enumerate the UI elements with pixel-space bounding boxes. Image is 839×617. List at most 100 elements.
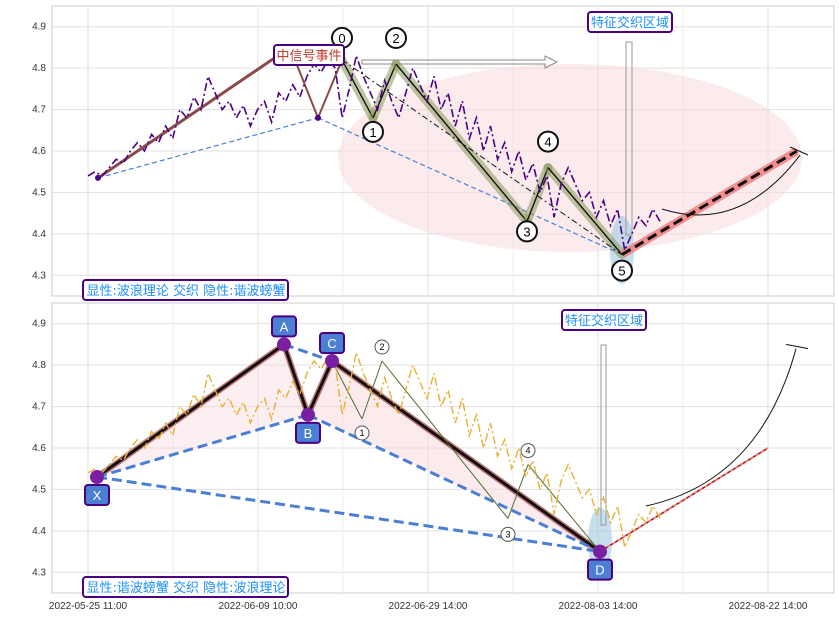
projection-line [599, 447, 769, 552]
harmonic-dash [283, 343, 333, 363]
wave-marker-label: 3 [505, 529, 510, 539]
bottom-harmonic-markers: 1 2 3 4 X A B C D [84, 315, 613, 581]
harmonic-dash [96, 413, 309, 479]
wave-marker-label: 2 [379, 342, 384, 352]
x-tick-label: 2022-08-22 14:00 [729, 601, 808, 612]
harmonic-point-X [90, 470, 104, 484]
wave-marker-label: 3 [523, 224, 530, 239]
xab-triangle [97, 344, 308, 477]
harmonic-label-box [271, 315, 297, 338]
impulse-line [317, 59, 343, 119]
impulse-line [97, 46, 291, 180]
top-panel-caption: 显性:波浪理论 交织 隐性:谐波螃蟹 [86, 283, 285, 299]
harmonic-leg [282, 343, 310, 416]
wave-marker-3 [516, 220, 538, 243]
projection-arc [645, 348, 797, 507]
feature-ellipse [338, 64, 802, 252]
x-axis-ticks: 2022-05-25 11:00 2022-06-09 10:00 2022-06-… [49, 601, 808, 612]
y-tick-label: 4.6 [32, 443, 46, 454]
harmonic-point-A [277, 337, 291, 352]
wave-line [341, 59, 374, 119]
harmonic-leg [331, 359, 601, 553]
wave-marker-5 [611, 259, 633, 282]
harmonic-leg [306, 360, 334, 416]
top-bottom-label: 显性:波浪理论 交织 隐性:谐波螃蟹 [82, 279, 289, 301]
x-tick-label: 2022-06-09 10:00 [219, 601, 298, 612]
y-tick-label: 4.9 [32, 319, 46, 330]
y-tick-label: 4.4 [32, 526, 46, 537]
y-tick-label: 4.3 [32, 567, 46, 578]
wave-marker-faint [374, 339, 390, 355]
start-point [95, 174, 101, 181]
wave-line-faint [527, 464, 601, 552]
wave-line-faint [361, 360, 383, 420]
bottom-panel-caption: 显性:谐波螃蟹 交织 隐性:波浪理论 [86, 580, 285, 596]
region-arrow-top [625, 41, 633, 236]
harmonic-dash [97, 117, 319, 179]
price-line [87, 350, 661, 550]
y-tick-label: 4.6 [32, 146, 46, 157]
top-overlay [97, 46, 809, 260]
region-arrow-bottom [600, 344, 607, 526]
harmonic-leg [96, 343, 285, 479]
pivot-point [315, 114, 321, 121]
harmonic-label: B [304, 426, 313, 441]
x-tick-label: 2022-06-29 14:00 [389, 601, 468, 612]
wave-marker-label: 2 [392, 31, 399, 46]
harmonic-point-B [301, 407, 315, 422]
price-line [87, 52, 661, 254]
wave-marker-1 [362, 120, 384, 143]
channel-line [341, 59, 623, 255]
top-region-label: 特征交织区域 [587, 11, 673, 33]
harmonic-label: C [327, 336, 336, 351]
y-tick-label: 4.5 [32, 187, 46, 198]
projection-arc [661, 154, 801, 216]
bcd-triangle [308, 361, 600, 552]
y-tick-label: 4.3 [32, 270, 46, 281]
wave-marker-label: 1 [369, 125, 376, 140]
wave-marker-4 [537, 130, 559, 153]
wave-line-faint [381, 360, 509, 519]
harmonic-label-box [587, 558, 613, 581]
bottom-region-text: 特征交织区域 [565, 313, 643, 329]
wave-marker-label: 4 [544, 135, 551, 150]
wave-marker-faint [500, 526, 516, 542]
top-price-series [87, 52, 661, 254]
x-tick-label: 2022-05-25 11:00 [49, 601, 128, 612]
bottom-bottom-label: 显性:谐波螃蟹 交织 隐性:波浪理论 [82, 576, 289, 598]
harmonic-label: D [595, 563, 604, 578]
signal-label: 中信号事件 [273, 44, 345, 66]
bottom-region-label: 特征交织区域 [561, 309, 647, 331]
y-tick-label: 4.7 [32, 402, 46, 413]
wave-line [526, 167, 549, 222]
bottom-price-series [87, 350, 661, 550]
wave-marker-faint [520, 443, 536, 459]
wave-marker-label: 1 [359, 428, 364, 438]
y-tick-label: 4.8 [32, 360, 46, 371]
y-tick-label: 4.9 [32, 22, 46, 33]
harmonic-point-D [593, 544, 607, 559]
harmonic-label-box [84, 484, 110, 506]
harmonic-label: X [93, 488, 102, 503]
x-tick-label: 2022-08-03 14:00 [559, 601, 638, 612]
projection-tick [789, 146, 809, 156]
harmonic-label-box [319, 332, 345, 354]
harmonic-point-C [325, 354, 339, 368]
projection-tick [785, 343, 809, 350]
wave-line [547, 167, 623, 256]
wave-marker-label: 5 [618, 264, 625, 279]
y-tick-label: 4.5 [32, 484, 46, 495]
wave-marker-label: 4 [525, 446, 530, 456]
y-tick-label: 4.7 [32, 105, 46, 116]
projection-line [621, 149, 798, 256]
wave-line-faint [331, 360, 363, 420]
wave-marker-2 [385, 27, 407, 49]
top-region-text: 特征交织区域 [591, 15, 669, 31]
harmonic-label-box [295, 421, 321, 444]
signal-text: 中信号事件 [276, 49, 341, 64]
y-tick-label: 4.8 [32, 63, 46, 74]
harmonic-label: A [280, 319, 289, 334]
harmonic-dash [96, 475, 601, 554]
wave-marker-label: 0 [338, 31, 345, 46]
